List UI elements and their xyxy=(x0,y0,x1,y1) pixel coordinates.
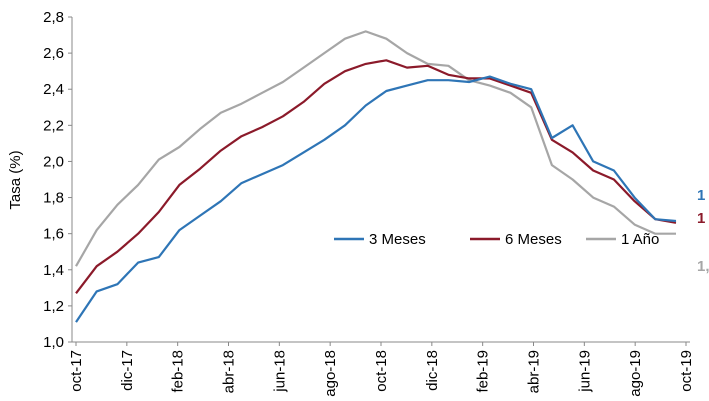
legend-label: 6 Meses xyxy=(505,231,562,248)
series-line xyxy=(75,75,677,323)
y-tick-label: 2,0 xyxy=(43,153,64,170)
x-tick-label: feb-19 xyxy=(475,350,492,393)
x-tick-label: ago-18 xyxy=(322,350,339,397)
end-value-label: 1, xyxy=(697,258,709,275)
series-lines xyxy=(75,30,677,323)
y-tick-label: 1,0 xyxy=(43,334,64,351)
y-tick-label: 2,2 xyxy=(43,117,64,134)
y-tick-label: 2,8 xyxy=(43,9,64,26)
legend-label: 1 Año xyxy=(621,231,659,248)
end-value-label: 1 xyxy=(697,187,705,204)
legend: 3 Meses 6 Meses 1 Año xyxy=(334,231,659,248)
x-ticks: oct-17 dic-17 feb-18 abr-18 jun-18 ago-18 oct-… xyxy=(68,342,695,397)
x-tick-label: oct-17 xyxy=(68,350,85,392)
x-tick-label: ago-19 xyxy=(627,350,644,397)
y-ticks: 1,0 1,2 1,4 1,6 1,8 2,0 2,2 2,4 2,6 2,8 xyxy=(43,9,72,351)
x-tick-label: abr-18 xyxy=(221,350,238,393)
y-tick-label: 2,6 xyxy=(43,45,64,62)
series-line xyxy=(75,30,676,267)
x-tick-label: feb-18 xyxy=(170,350,187,393)
y-tick-label: 1,6 xyxy=(43,226,64,243)
end-value-label: 1 xyxy=(697,210,705,227)
series-line xyxy=(75,59,677,294)
y-tick-label: 1,8 xyxy=(43,190,64,207)
x-tick-label: oct-18 xyxy=(373,350,390,392)
x-tick-label: abr-19 xyxy=(526,350,543,393)
x-tick-label: dic-17 xyxy=(119,350,136,391)
x-tick-label: jun-19 xyxy=(576,350,593,393)
y-axis-label: Tasa (%) xyxy=(7,150,24,209)
end-labels: 1 1 1, xyxy=(697,187,709,275)
y-tick-label: 1,4 xyxy=(43,262,64,279)
x-tick-label: dic-18 xyxy=(424,350,441,391)
x-tick-label: oct-19 xyxy=(678,350,695,392)
legend-label: 3 Meses xyxy=(369,231,426,248)
x-tick-label: jun-18 xyxy=(271,350,288,393)
y-tick-label: 1,2 xyxy=(43,298,64,315)
y-tick-label: 2,4 xyxy=(43,81,64,98)
